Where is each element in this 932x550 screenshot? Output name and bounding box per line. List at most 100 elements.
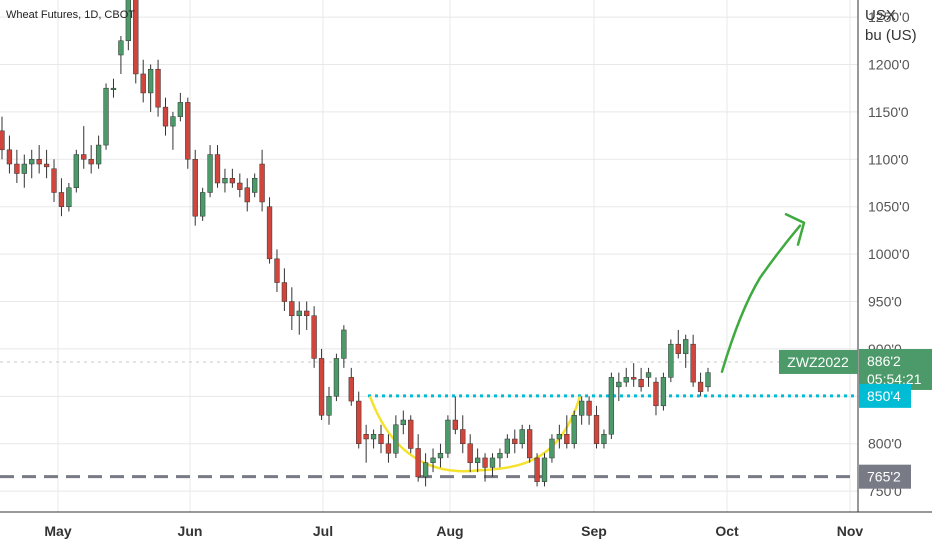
candle: [259, 149, 265, 212]
candle: [467, 434, 473, 473]
candle-body: [14, 163, 20, 174]
candle-body: [705, 372, 711, 388]
candle-body: [690, 343, 696, 383]
candle-body: [697, 381, 704, 392]
candle-body: [675, 343, 681, 354]
y-tick-label: 950'0: [868, 294, 902, 310]
y-tick-label: 1100'0: [868, 151, 909, 167]
candle-body: [512, 438, 518, 444]
drawings: [368, 213, 806, 473]
candle: [304, 301, 310, 330]
candle-body: [296, 310, 302, 316]
candle-body: [170, 116, 176, 127]
candle-body: [162, 106, 169, 127]
candle-body: [668, 343, 674, 378]
candle: [549, 434, 555, 463]
candle-body: [133, 0, 139, 75]
candle: [593, 405, 600, 449]
candle: [21, 154, 27, 188]
symbol-tag: [779, 349, 858, 374]
candle: [631, 363, 637, 387]
symbol-tag-text: ZWZ2022: [787, 354, 849, 370]
candle: [29, 149, 35, 179]
candle: [229, 168, 236, 188]
candle: [400, 410, 406, 435]
last-price-text: 886'2: [867, 353, 901, 369]
candles: [0, 0, 711, 487]
candle: [341, 325, 347, 368]
candle: [222, 168, 228, 193]
candle-body: [385, 443, 392, 454]
last-price-tag: [859, 348, 932, 390]
candle-body: [579, 400, 585, 416]
candle-body: [430, 457, 436, 463]
candle-body: [274, 258, 280, 283]
candle-body: [147, 68, 154, 94]
time-axis[interactable]: May Jun Jul Aug Sep Oct Nov: [44, 523, 863, 539]
candle-body: [564, 434, 570, 444]
candle-body: [526, 429, 533, 459]
candle-body: [341, 329, 347, 359]
chart-title: Wheat Futures, 1D, CBOT: [6, 9, 135, 21]
candle: [200, 187, 206, 221]
candle-body: [200, 192, 206, 217]
candle: [504, 434, 510, 458]
candle: [103, 83, 109, 150]
candle: [252, 173, 258, 198]
candle-body: [534, 457, 540, 482]
candle-body: [51, 168, 57, 193]
unit-label-bottom: bu (US): [865, 27, 917, 44]
candle-body: [356, 400, 362, 444]
candle-body: [348, 377, 354, 402]
candle-body: [229, 178, 236, 184]
candle-body: [318, 358, 325, 416]
x-tick-label: Jun: [178, 523, 203, 539]
candle: [140, 59, 146, 103]
candle: [348, 367, 354, 406]
candle-body: [482, 457, 488, 468]
candle-body: [0, 130, 5, 151]
y-tick-label: 800'0: [868, 436, 902, 452]
candle: [653, 377, 659, 416]
candle: [237, 173, 243, 198]
candle: [207, 145, 213, 198]
bullish-arrow: [720, 213, 806, 373]
candle-body: [73, 154, 79, 188]
candle-body: [125, 0, 131, 42]
candle: [460, 415, 466, 454]
candle: [333, 353, 340, 402]
candle-body: [155, 68, 161, 108]
candle: [318, 348, 325, 421]
candle-body: [88, 159, 94, 165]
candle: [36, 145, 42, 174]
candle: [192, 149, 198, 226]
candle-body: [363, 434, 369, 440]
candle: [534, 453, 540, 487]
candle-body: [81, 154, 87, 160]
candle-body: [616, 381, 622, 388]
candle: [430, 448, 436, 473]
candle: [118, 36, 124, 74]
candle: [43, 149, 50, 179]
candle-body: [467, 443, 473, 463]
candle-body: [489, 457, 496, 468]
candle-body: [437, 452, 444, 459]
y-tick-label: 1050'0: [868, 199, 910, 215]
candle-body: [593, 415, 600, 444]
candle-body: [177, 102, 184, 117]
price-axis[interactable]: 750'0800'0850'0900'0950'01000'01050'0110…: [868, 9, 910, 499]
candle-body: [608, 377, 615, 435]
candle-body: [222, 178, 228, 184]
candle-body: [21, 163, 27, 174]
candle: [14, 149, 20, 183]
candle: [177, 92, 184, 122]
candle-body: [586, 400, 592, 416]
candle: [274, 249, 280, 293]
candle: [378, 424, 384, 454]
y-tick-label: 1250'0: [868, 9, 910, 25]
candle-body: [638, 379, 644, 388]
candle: [244, 178, 250, 212]
candle: [81, 126, 87, 169]
candle: [408, 415, 414, 454]
